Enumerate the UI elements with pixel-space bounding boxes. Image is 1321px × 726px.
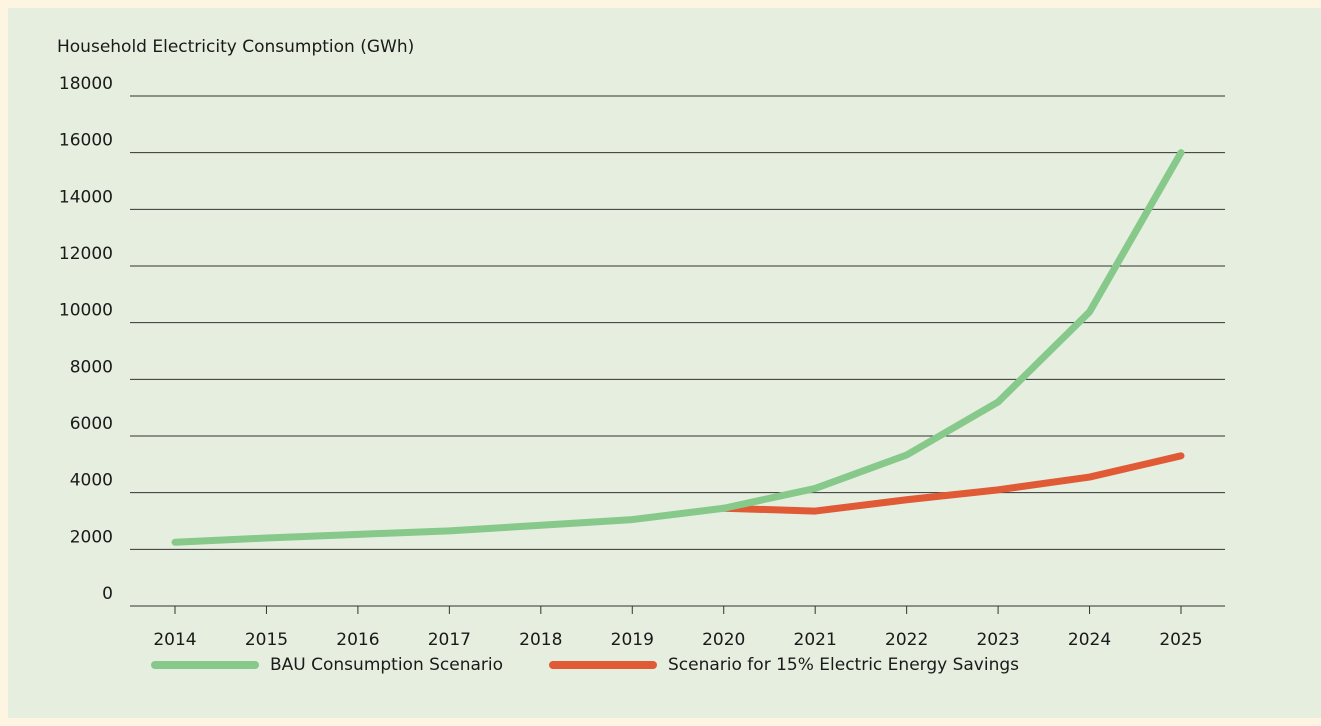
legend-label: BAU Consumption Scenario — [270, 655, 503, 675]
y-tick-label: 0 — [102, 584, 113, 604]
x-tick-label: 2017 — [428, 630, 471, 650]
x-tick-label: 2014 — [153, 630, 196, 650]
series-line — [171, 149, 1185, 546]
x-tick-label: 2025 — [1159, 630, 1202, 650]
y-tick-label: 14000 — [59, 187, 113, 207]
x-tick-label: 2018 — [519, 630, 562, 650]
y-tick-label: 6000 — [70, 414, 113, 434]
y-tick-label: 8000 — [70, 357, 113, 377]
y-tick-label: 10000 — [59, 301, 113, 321]
series-line — [720, 452, 1185, 515]
x-tick-label: 2016 — [336, 630, 379, 650]
y-tick-label: 4000 — [70, 471, 113, 491]
y-tick-label: 16000 — [59, 131, 113, 151]
x-tick-label: 2015 — [245, 630, 288, 650]
x-tick-label: 2023 — [976, 630, 1019, 650]
y-axis-title: Household Electricity Consumption (GWh) — [57, 37, 414, 57]
y-tick-label: 12000 — [59, 244, 113, 264]
legend-label: Scenario for 15% Electric Energy Savings — [668, 655, 1019, 675]
y-tick-label: 2000 — [70, 527, 113, 547]
x-tick-label: 2022 — [885, 630, 928, 650]
x-tick-label: 2020 — [702, 630, 745, 650]
x-tick-label: 2019 — [611, 630, 654, 650]
panel — [8, 8, 1321, 718]
x-tick-label: 2021 — [794, 630, 837, 650]
x-tick-label: 2024 — [1068, 630, 1111, 650]
y-tick-label: 18000 — [59, 74, 113, 94]
